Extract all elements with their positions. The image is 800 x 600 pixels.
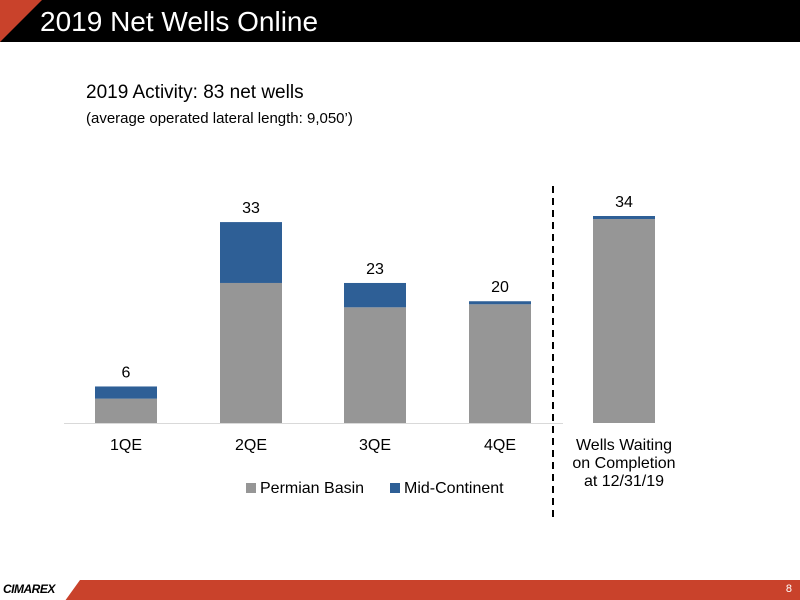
legend-item-midcontinent-swatch — [390, 483, 400, 493]
company-logo: CIMAREX — [3, 582, 55, 596]
legend-item-permian-label: Permian Basin — [260, 480, 364, 497]
footer-bar — [0, 580, 800, 600]
bar-midcontinent-5 — [593, 216, 655, 220]
data-label-total-5: 34 — [615, 194, 633, 211]
data-label-total-3: 23 — [366, 261, 384, 278]
bar-permian-5 — [593, 219, 655, 423]
bar-permian-3 — [344, 307, 406, 423]
data-label-total-4: 20 — [491, 279, 509, 296]
stacked-bar-chart: 6 1QE 33 2QE 23 3QE 20 4QE 34 Wells Waiting on Com… — [64, 186, 676, 522]
legend-item-permian-swatch — [246, 483, 256, 493]
bar-midcontinent-3 — [344, 282, 406, 308]
bar-permian-1 — [95, 398, 157, 423]
x-tick-label-4: 4QE — [484, 437, 516, 454]
bar-midcontinent-4 — [469, 301, 531, 305]
page-number: 8 — [785, 583, 792, 595]
labels-layer: 6 1QE 33 2QE 23 3QE 20 4QE 34 Wells Waiting on Com… — [110, 194, 676, 490]
x-tick-label-1: 1QE — [110, 437, 142, 454]
data-label-total-2: 33 — [242, 200, 260, 217]
page-title: 2019 Net Wells Online — [40, 6, 319, 37]
chart-subtitle-note: (average operated lateral length: 9,050’… — [86, 110, 353, 127]
legend: Permian Basin Mid-Continent — [246, 480, 504, 497]
footer-logo-background — [0, 580, 80, 600]
legend-item-midcontinent-label: Mid-Continent — [404, 480, 504, 497]
chart-subtitle: 2019 Activity: 83 net wells — [86, 82, 304, 103]
header-bar — [0, 0, 800, 42]
bar-permian-2 — [220, 282, 282, 423]
bars-layer — [64, 186, 655, 522]
bar-midcontinent-1 — [95, 386, 157, 399]
header-accent-wedge — [0, 0, 42, 42]
data-label-total-1: 6 — [122, 364, 131, 381]
bar-midcontinent-2 — [220, 222, 282, 283]
x-tick-label-5: Wells Waiting on Completion at 12/31/19 — [572, 437, 675, 490]
bar-permian-4 — [469, 304, 531, 423]
x-tick-label-3: 3QE — [359, 437, 391, 454]
x-tick-label-2: 2QE — [235, 437, 267, 454]
